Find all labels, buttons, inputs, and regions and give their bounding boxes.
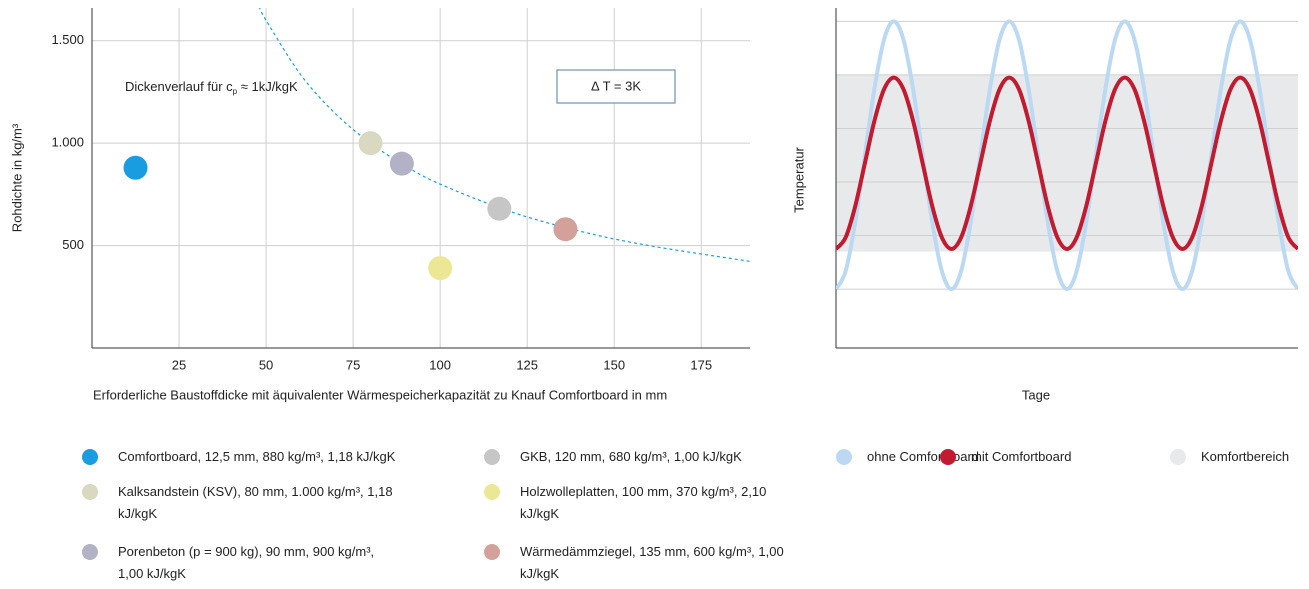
- x-tick-label: 25: [172, 357, 186, 372]
- legend-label: Komfortbereich: [1201, 449, 1290, 464]
- data-point: [123, 155, 148, 180]
- x-tick-label: 75: [346, 357, 360, 372]
- data-point: [389, 151, 414, 176]
- data-point: [553, 217, 578, 242]
- comfort-band: [836, 74, 1298, 252]
- line-chart: Temperatur Tage: [791, 8, 1298, 402]
- legend-label: mit Comfortboard: [971, 449, 1072, 464]
- annotation-box-label: Δ T = 3K: [591, 78, 641, 93]
- data-point: [487, 196, 512, 221]
- temperature-line: [836, 75, 1298, 251]
- x-tick-label: 175: [690, 357, 712, 372]
- legend-marker: [836, 449, 852, 465]
- y-tick-label: 500: [62, 237, 84, 252]
- temperature-line: [836, 19, 1298, 292]
- x-axis-label: Erforderliche Baustoffdicke mit äquivale…: [93, 387, 667, 402]
- legend-marker: [484, 484, 500, 500]
- legend-marker: [82, 484, 98, 500]
- x-tick-label: 50: [259, 357, 273, 372]
- x-axis-label: Tage: [1022, 387, 1050, 402]
- legend-marker: [484, 449, 500, 465]
- legend-marker: [484, 544, 500, 560]
- annotation-box: [556, 69, 676, 104]
- reference-curve: [259, 8, 750, 262]
- legend-label: Porenbeton (p = 900 kg), 90 mm, 900 kg/m…: [118, 544, 375, 581]
- annotation-rest: ≈ 1kJ/kgK: [237, 79, 298, 94]
- y-axis-label: Rohdichte in kg/m³: [9, 123, 24, 232]
- scatter-chart: 25 50 75 100 125 150 175 500 1.000 1.500 Dickenver…: [9, 8, 750, 402]
- x-tick-label: 150: [603, 357, 625, 372]
- legend-label: Holzwolleplatten, 100 mm, 370 kg/m³, 2,1…: [520, 484, 767, 521]
- y-tick-label: 1.000: [51, 135, 84, 150]
- legend-marker: [82, 449, 98, 465]
- legend-marker: [82, 544, 98, 560]
- annotation: Dickenverlauf für cp ≈ 1kJ/kgK: [125, 79, 298, 96]
- legend-label: GKB, 120 mm, 680 kg/m³, 1,00 kJ/kgK: [520, 449, 742, 464]
- legend-marker: [940, 449, 956, 465]
- x-tick-label: 100: [429, 357, 451, 372]
- data-point: [428, 256, 453, 281]
- annotation-text: Dickenverlauf für c: [125, 79, 233, 94]
- legend-marker: [1170, 449, 1186, 465]
- y-tick-label: 1.500: [51, 32, 84, 47]
- legend-label: Kalksandstein (KSV), 80 mm, 1.000 kg/m³,…: [118, 484, 393, 521]
- data-point: [358, 131, 383, 156]
- legend-label: Comfortboard, 12,5 mm, 880 kg/m³, 1,18 k…: [118, 449, 396, 464]
- annotation-subscript: p: [233, 87, 238, 96]
- y-axis-label: Temperatur: [791, 146, 806, 212]
- x-tick-label: 125: [516, 357, 538, 372]
- legend-label: Wärmedämmziegel, 135 mm, 600 kg/m³, 1,00…: [520, 544, 784, 581]
